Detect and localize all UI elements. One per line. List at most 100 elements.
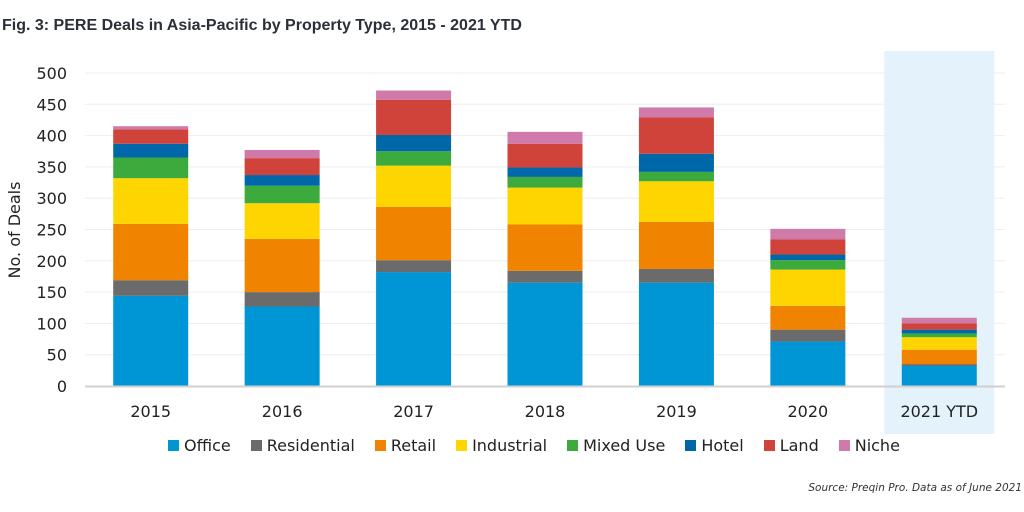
bar-segment-land-2015 <box>113 129 189 144</box>
legend-swatch <box>374 440 386 451</box>
bar-segment-hotel-2017 <box>376 134 452 152</box>
bar-segment-hotel-2020 <box>770 254 846 261</box>
bar-segment-office-2015 <box>113 295 189 386</box>
legend-swatch <box>456 440 468 451</box>
bar-segment-retail-2019 <box>638 221 714 269</box>
bar-segment-niche-2018 <box>507 131 583 144</box>
legend-item-industrial: Industrial <box>456 436 547 455</box>
y-tick-label: 200 <box>36 252 67 271</box>
bar-segment-industrial-2018 <box>507 187 583 225</box>
y-tick-label: 0 <box>57 377 67 396</box>
legend-swatch <box>250 440 262 451</box>
x-tick-label: 2020 <box>787 402 828 421</box>
bar-segment-niche-2017 <box>376 90 452 100</box>
legend-label: Land <box>779 436 819 455</box>
bar-segment-niche-2015 <box>113 126 189 130</box>
legend-label: Hotel <box>701 436 744 455</box>
bar-segment-land-2018 <box>507 143 583 168</box>
bar-segment-residential-2017 <box>376 260 452 273</box>
bar-segment-residential-2018 <box>507 270 583 283</box>
bar-segment-hotel-2015 <box>113 143 189 158</box>
bar-segment-retail-2018 <box>507 224 583 271</box>
legend-item-residential: Residential <box>250 436 355 455</box>
y-tick-label: 450 <box>36 95 67 114</box>
bar-segment-niche-2019 <box>638 107 714 118</box>
bar-segment-office-2017 <box>376 272 452 386</box>
bar-segment-hotel-2016 <box>244 175 320 186</box>
legend-label: Office <box>184 436 231 455</box>
legend-swatch <box>763 440 775 451</box>
bar-segment-retail-2016 <box>244 238 320 293</box>
bar-segment-residential-2016 <box>244 292 320 307</box>
legend-swatch <box>838 440 850 451</box>
bar-segment-residential-2020 <box>770 329 846 342</box>
y-tick-label: 500 <box>36 64 67 83</box>
bar-segment-industrial-2020 <box>770 269 846 306</box>
x-tick-label: 2015 <box>130 402 171 421</box>
x-tick-label: 2021 YTD <box>900 402 978 421</box>
legend: Office Residential Retail Industrial Mixed U… <box>168 436 920 455</box>
legend-label: Niche <box>854 436 900 455</box>
bar-segment-office-2019 <box>638 282 714 386</box>
y-tick-label: 150 <box>36 283 67 302</box>
bar-segment-mixed-use-2019 <box>638 171 714 182</box>
bar-segment-retail-2015 <box>113 223 189 281</box>
bar-segment-mixed-use-2020 <box>770 260 846 270</box>
bar-segment-retail-2017 <box>376 206 452 261</box>
x-tick-label: 2018 <box>525 402 566 421</box>
bar-segment-land-2017 <box>376 99 452 135</box>
bar-segment-office-2018 <box>507 282 583 386</box>
x-tick-label: 2019 <box>656 402 697 421</box>
bar-segment-land-2019 <box>638 117 714 154</box>
legend-label: Industrial <box>472 436 548 455</box>
bar-segment-residential-2019 <box>638 268 714 283</box>
bar-segment-niche-2016 <box>244 149 320 159</box>
bar-segment-industrial-2019 <box>638 181 714 222</box>
bar-segment-hotel-2018 <box>507 167 583 177</box>
bar-segment-niche-2021-ytd <box>901 317 977 324</box>
bar-segment-retail-2021-ytd <box>901 349 977 365</box>
x-tick-label: 2017 <box>393 402 434 421</box>
y-tick-label: 350 <box>36 158 67 177</box>
legend-item-retail: Retail <box>374 436 437 455</box>
bar-segment-office-2021-ytd <box>901 365 977 386</box>
y-tick-label: 250 <box>36 221 67 240</box>
bar-segment-hotel-2021-ytd <box>901 329 977 334</box>
legend-item-niche: Niche <box>838 436 900 455</box>
legend-swatch <box>685 440 697 451</box>
legend-label: Residential <box>266 436 355 455</box>
bar-segment-mixed-use-2018 <box>507 176 583 188</box>
legend-swatch <box>168 440 179 451</box>
legend-label: Mixed Use <box>583 436 666 455</box>
bar-segment-industrial-2015 <box>113 178 189 224</box>
legend-item-land: Land <box>763 436 819 455</box>
y-tick-label: 50 <box>47 346 67 365</box>
legend-item-mixed-use: Mixed Use <box>567 436 665 455</box>
bar-segment-land-2016 <box>244 158 320 176</box>
chart-title: Fig. 3: PERE Deals in Asia-Pacific by Pr… <box>2 17 522 34</box>
y-tick-label: 400 <box>36 127 67 146</box>
x-tick-label: 2016 <box>262 402 303 421</box>
legend-item-office: Office <box>168 436 231 455</box>
bar-segment-mixed-use-2015 <box>113 157 189 179</box>
legend-item-hotel: Hotel <box>685 436 744 455</box>
y-axis-label: No. of Deals <box>5 182 24 279</box>
legend-label: Retail <box>390 436 437 455</box>
bar-segment-mixed-use-2017 <box>376 151 452 166</box>
source-note: Source: Preqin Pro. Data as of June 2021 <box>808 482 1022 494</box>
bar-segment-industrial-2016 <box>244 203 320 239</box>
bar-segment-niche-2020 <box>770 228 846 240</box>
bar-segment-residential-2015 <box>113 280 189 296</box>
bar-segment-residential-2021-ytd <box>901 364 977 366</box>
bar-segment-mixed-use-2021-ytd <box>901 333 977 338</box>
bar-segment-industrial-2021-ytd <box>901 337 977 350</box>
bar-segment-office-2020 <box>770 341 846 386</box>
bar-segment-land-2020 <box>770 239 846 255</box>
y-tick-label: 100 <box>36 314 67 333</box>
bar-segment-hotel-2019 <box>638 153 714 172</box>
bar-segment-office-2016 <box>244 306 320 386</box>
bar-segment-industrial-2017 <box>376 165 452 207</box>
bar-segment-land-2021-ytd <box>901 323 977 330</box>
bar-segment-mixed-use-2016 <box>244 185 320 204</box>
